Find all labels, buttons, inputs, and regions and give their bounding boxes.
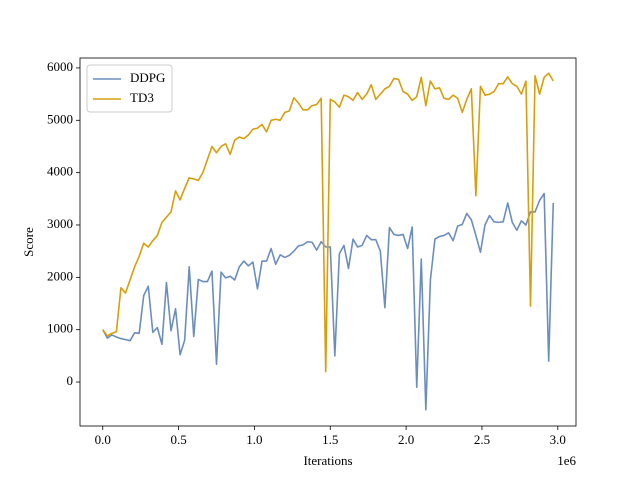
y-tick-label: 6000	[47, 59, 73, 74]
x-tick-label: 2.0	[398, 432, 414, 447]
y-axis-label: Score	[21, 227, 36, 257]
y-tick-label: 3000	[47, 216, 73, 231]
x-tick-label: 3.0	[550, 432, 566, 447]
x-tick-label: 1.0	[246, 432, 262, 447]
x-offset-label: 1e6	[557, 453, 576, 468]
x-tick-label: 0.5	[170, 432, 186, 447]
x-tick-label: 2.5	[474, 432, 490, 447]
y-tick-label: 2000	[47, 268, 73, 283]
legend-label: TD3	[130, 90, 154, 105]
y-tick-label: 0	[67, 373, 74, 388]
x-tick-label: 0.0	[95, 432, 111, 447]
series-line	[102, 72, 554, 373]
y-tick-label: 1000	[47, 321, 73, 336]
x-axis-label: Iterations	[303, 453, 352, 468]
axes-frame	[79, 57, 577, 427]
y-tick-label: 5000	[47, 111, 73, 126]
x-tick-label: 1.5	[322, 432, 338, 447]
legend-label: DDPG	[130, 70, 165, 85]
legend-box	[86, 64, 173, 113]
y-tick-label: 4000	[47, 164, 73, 179]
